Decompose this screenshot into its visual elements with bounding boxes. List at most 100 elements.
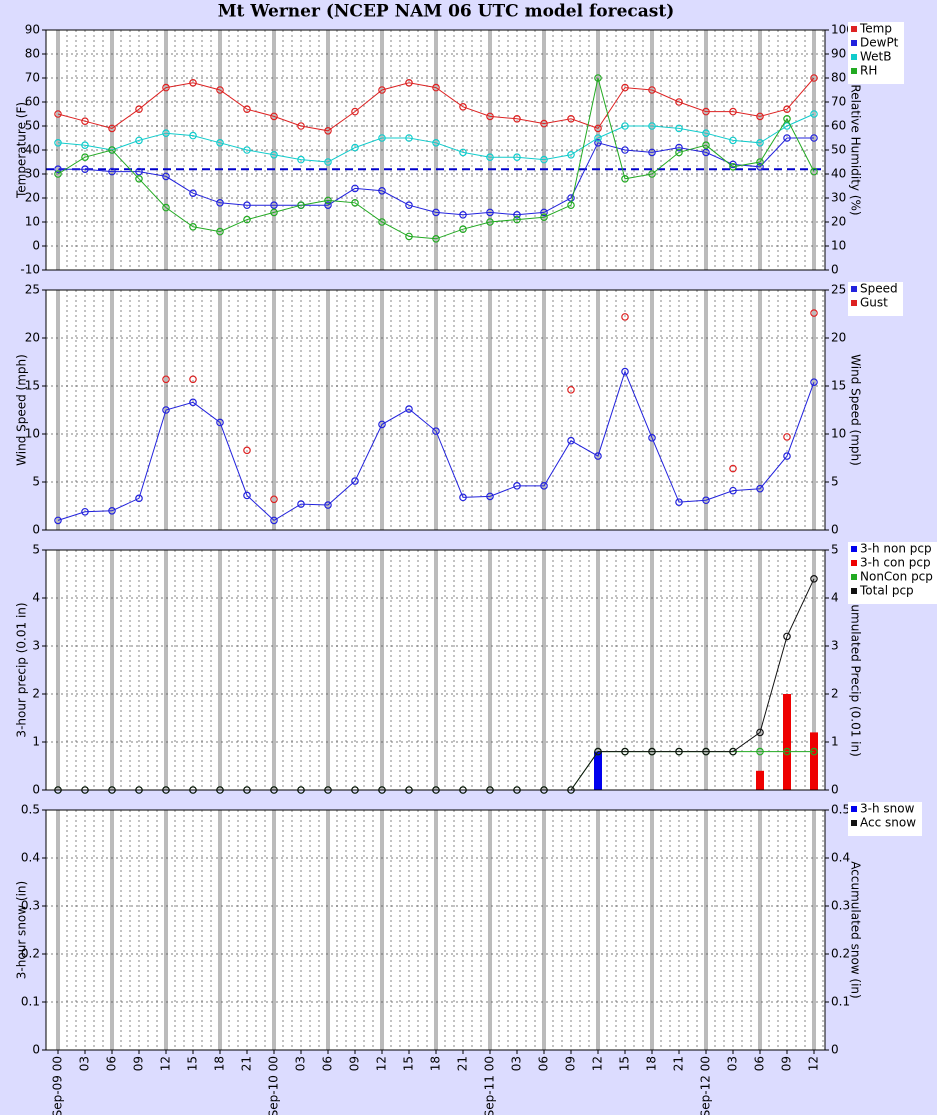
point [135,494,143,503]
point [594,134,602,142]
y-tick-label: 2 [32,687,40,701]
point [756,139,764,147]
series-line [58,137,814,216]
point [540,482,548,490]
point [324,196,332,205]
point [540,213,548,222]
point [702,141,710,150]
legend-swatch [851,68,857,74]
point [270,208,278,217]
y2-tick-label: 2 [831,687,839,701]
x-tick-label: Sep-09 00 [51,1056,65,1115]
point [459,493,467,502]
y2-tick-label: 50 [831,143,846,157]
point [54,516,62,525]
y2-tick-label: 0.3 [831,899,850,913]
point [432,83,440,92]
x-tick-label: 03 [510,1056,524,1071]
point [108,506,116,515]
point [324,501,332,509]
y2-tick-label: 0.5 [831,803,850,817]
point [675,747,683,756]
point [54,139,62,147]
legend-swatch [851,546,857,552]
point [729,136,737,145]
y-tick-label: 20 [25,191,40,205]
point [675,124,683,133]
point [648,434,656,442]
point [675,143,683,152]
point [216,139,224,147]
point [243,201,251,210]
legend-label: 3-h con pcp [860,556,931,570]
y2-tick-label: 10 [831,239,846,253]
y-tick-label: 0.3 [21,899,40,913]
x-tick-label: Sep-10 00 [267,1056,281,1115]
point [486,112,494,121]
point [108,124,116,133]
y2-tick-label: 0.2 [831,947,850,961]
point [675,148,683,157]
y-tick-label: 0 [32,239,40,253]
y-tick-label: 40 [25,143,40,157]
point [567,201,575,210]
y-tick-label: 0 [32,1043,40,1057]
x-tick-label: 12 [159,1056,173,1071]
point [513,482,521,490]
y-tick-label: 3 [32,639,40,653]
point [378,420,386,429]
point [702,148,710,157]
point [324,158,332,166]
point [621,122,629,130]
point [648,86,656,94]
y2-tick-label: 30 [831,191,846,205]
legend-label: WetB [860,50,891,64]
y2-tick-label: 20 [831,331,846,345]
y-tick-label: 5 [32,543,40,557]
point [783,452,791,460]
x-tick-label: 18 [645,1056,659,1071]
point [513,211,521,219]
y2-tick-label: 3 [831,639,839,653]
point [756,728,764,737]
point [135,136,143,145]
point [486,153,494,162]
point [432,235,440,243]
point [594,747,602,756]
y-tick-label: -10 [20,263,40,277]
point [513,153,521,162]
point [351,107,359,116]
point [297,155,305,164]
x-tick-label: 03 [726,1056,740,1071]
plot-frame [45,29,826,271]
y-tick-label: 0.5 [21,803,40,817]
point [810,574,818,583]
point [270,516,278,525]
legend-label: Temp [859,22,892,36]
legend-box [848,22,904,84]
x-tick-label: 15 [186,1056,200,1071]
x-tick-label: 12 [591,1056,605,1071]
x-tick-label: 21 [240,1056,254,1071]
y2-tick-label: 20 [831,215,846,229]
legend-label: RH [860,64,877,78]
point [162,203,170,212]
x-tick-label: 15 [618,1056,632,1071]
point [378,134,386,142]
point [351,199,359,207]
point [297,122,305,130]
y2-tick-label: 40 [831,167,846,181]
series-line [57,77,815,132]
point [810,309,818,317]
y2-tick-label: 60 [831,119,846,133]
point [756,747,764,756]
point [243,446,251,455]
point [162,129,170,138]
point [108,146,116,154]
y-tick-label: 1 [32,735,40,749]
y2-tick-label: 0 [831,523,839,537]
point [297,201,305,210]
point [621,747,629,756]
y-tick-label: 70 [25,71,40,85]
point [540,208,548,217]
